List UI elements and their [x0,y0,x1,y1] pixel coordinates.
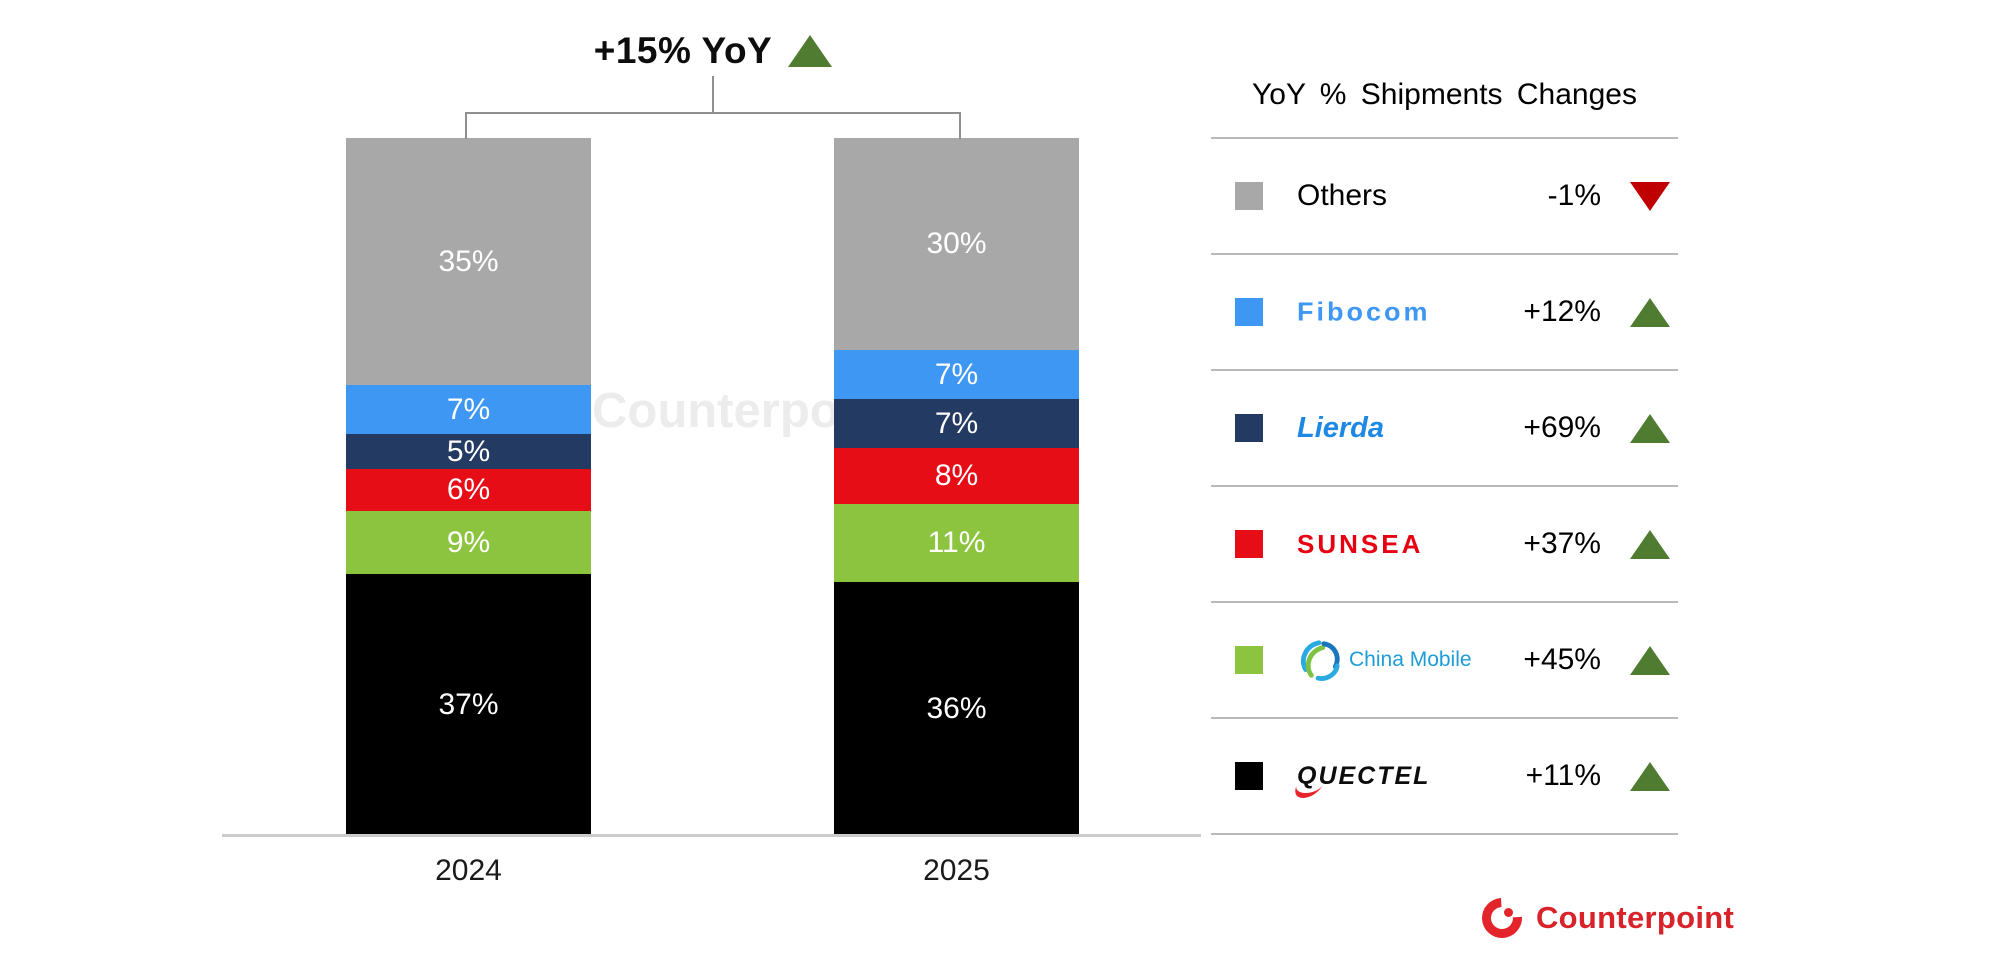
chart-title-group: +15% YoY [463,30,963,72]
legend-trend-cell [1627,181,1673,211]
legend-change-china-mobile: +45% [1523,643,1601,676]
legend-label-cell: Lierda [1297,412,1509,445]
legend-label-cell: Fibocom [1297,297,1509,328]
segment-label-others-2024: 35% [438,244,499,278]
x-axis-label-2025: 2025 [923,854,990,887]
segment-label-sunsea-2024: 6% [446,473,491,506]
legend-change-lierda: +69% [1523,411,1601,444]
legend-label-cell: QUECTEL [1297,762,1509,791]
segment-quectel-2024: 37% [346,574,591,836]
down-triangle-icon [1630,181,1670,211]
up-triangle-icon [1630,297,1670,327]
segment-sunsea-2025: 8% [834,448,1079,504]
bracket-horizontal [465,112,961,114]
legend-label-cell: Others [1297,179,1509,213]
legend-swatch-fibocom [1235,298,1263,326]
legend-row-sunsea: SUNSEA +37% [1211,485,1678,601]
legend-trend-cell [1627,413,1673,443]
segment-label-sunsea-2025: 8% [934,459,979,492]
x-axis-label-2024: 2024 [435,854,502,887]
segment-sunsea-2024: 6% [346,469,591,511]
segment-label-china-mobile-2025: 11% [927,526,986,559]
legend-change-quectel: +11% [1525,759,1601,792]
legend-logo-lierda: Lierda [1297,411,1385,444]
legend-change-others: -1% [1547,179,1601,212]
legend-swatch-china-mobile [1235,646,1263,674]
legend-row-quectel: QUECTEL +11% [1211,717,1678,833]
segment-others-2025: 30% [834,138,1079,350]
legend-logo-china-mobile: China Mobile [1349,648,1472,671]
bracket-right-drop [959,112,961,139]
up-triangle-icon [1630,645,1670,675]
legend-swatch-others [1235,182,1263,210]
segment-china-mobile-2024: 9% [346,511,591,574]
legend-label-cell: China Mobile [1297,637,1509,683]
x-axis-line [222,834,1201,837]
legend-trend-cell [1627,297,1673,327]
segment-label-quectel-2024: 37% [438,688,499,721]
segment-label-fibocom-2025: 7% [934,357,979,391]
up-triangle-icon [1630,761,1670,791]
segment-label-lierda-2025: 7% [934,406,979,440]
yoy-up-triangle-icon [788,35,833,67]
counterpoint-dot [1504,908,1513,917]
legend-panel: YoY % Shipments Changes Others -1% Fibocom… [1211,52,1678,835]
legend-logo-quectel: QUECTEL [1297,761,1431,790]
legend-row-fibocom: Fibocom +12% [1211,253,1678,369]
legend-row-others: Others -1% [1211,137,1678,253]
legend-rows: Others -1% Fibocom +12% Lierda +69% SUNSEA +37%… [1211,137,1678,835]
counterpoint-logo-text: Counterpoint [1536,900,1735,935]
legend-label-cell: SUNSEA [1297,529,1509,560]
stacked-bar-2024: 35% 7% 5% 6% 9% 37% [346,138,591,836]
segment-quectel-2025: 36% [834,582,1079,836]
legend-logo-sunsea: SUNSEA [1297,528,1424,559]
counterpoint-ring [1473,889,1531,947]
chart-title: +15% YoY [593,30,773,71]
bracket-stem [712,76,714,114]
legend-trend-cell [1627,761,1673,791]
legend-logo-fibocom: Fibocom [1297,297,1431,326]
segment-others-2024: 35% [346,138,591,385]
legend-swatch-sunsea [1235,530,1263,558]
legend-trend-cell [1627,529,1673,559]
bracket-left-drop [465,112,467,139]
legend-swatch-quectel [1235,762,1263,790]
segment-label-lierda-2024: 5% [446,434,491,468]
legend-swatch-lierda [1235,414,1263,442]
segment-fibocom-2024: 7% [346,385,591,434]
segment-fibocom-2025: 7% [834,350,1079,399]
segment-lierda-2024: 5% [346,434,591,469]
segment-label-quectel-2025: 36% [926,692,987,725]
segment-label-others-2025: 30% [926,227,987,260]
legend-change-sunsea: +37% [1523,527,1601,560]
counterpoint-logo-icon [1473,889,1531,947]
up-triangle-icon [1630,413,1670,443]
legend-row-lierda: Lierda +69% [1211,369,1678,485]
legend-change-fibocom: +12% [1523,295,1601,328]
segment-label-china-mobile-2024: 9% [446,525,491,559]
segment-label-fibocom-2024: 7% [446,392,491,426]
legend-row-china-mobile: China Mobile +45% [1211,601,1678,717]
china-mobile-icon [1297,637,1343,683]
legend-title: YoY % Shipments Changes [1252,77,1637,111]
up-triangle-icon [1630,529,1670,559]
segment-lierda-2025: 7% [834,399,1079,448]
legend-logo-others: Others [1297,179,1388,212]
segment-china-mobile-2025: 11% [834,504,1079,582]
stacked-bar-2025: 30% 7% 7% 8% 11% 36% [834,138,1079,836]
legend-trend-cell [1627,645,1673,675]
counterpoint-logo: Counterpoint [1473,889,1735,947]
